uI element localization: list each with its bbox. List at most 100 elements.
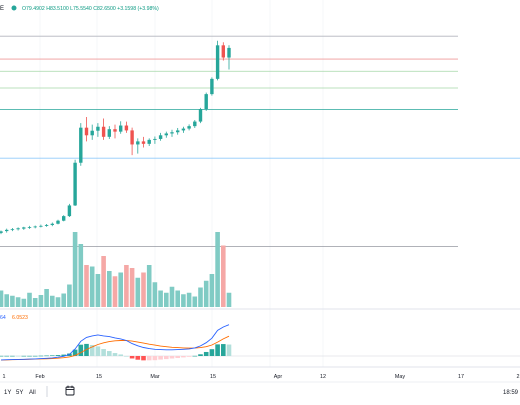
macd-histogram-bar	[226, 344, 232, 356]
volume-bar	[118, 272, 123, 307]
candle	[141, 136, 146, 148]
candle	[147, 138, 151, 146]
volume-bar	[152, 282, 158, 307]
macd-histogram-bar	[221, 344, 226, 356]
candle	[119, 121, 123, 134]
macd-histogram-bar	[44, 355, 49, 357]
volume-bar	[4, 294, 9, 307]
macd-histogram-bar	[89, 344, 95, 356]
candle	[124, 121, 129, 133]
range-button-1y[interactable]: 1Y	[4, 390, 11, 396]
symbol-suffix[interactable]: E	[0, 6, 4, 12]
candle	[22, 226, 26, 230]
candle-body	[204, 94, 208, 110]
macd-histogram-bar	[209, 349, 215, 356]
volume-bar	[21, 298, 27, 307]
macd-histogram-bar	[15, 355, 21, 357]
candle-body	[193, 121, 197, 127]
macd-histogram-bar	[203, 351, 209, 356]
macd-histogram-bar	[107, 351, 112, 356]
volume-bar	[89, 266, 95, 307]
candle	[0, 230, 3, 235]
volume-bar	[112, 276, 118, 307]
candle	[79, 123, 83, 166]
time-axis-label: 15	[96, 374, 102, 380]
candle-body	[176, 130, 180, 133]
candle	[176, 127, 180, 135]
macd-histogram-bar	[186, 356, 192, 357]
volume-bar	[107, 271, 112, 307]
macd-histogram-bar	[21, 355, 27, 357]
candle	[62, 215, 66, 222]
candle	[198, 107, 203, 124]
candle-body	[107, 129, 111, 137]
candle-body	[181, 128, 186, 131]
range-button-all[interactable]: All	[29, 390, 36, 396]
volume-bar	[44, 289, 49, 307]
candle	[73, 159, 77, 207]
candle-body	[101, 126, 106, 137]
candle	[204, 92, 208, 111]
volume-bar	[61, 293, 66, 307]
volume-bar	[124, 265, 129, 307]
range-button-5y[interactable]: 5Y	[16, 390, 23, 396]
volume-bar	[27, 292, 32, 307]
macd-histogram-bar	[175, 356, 180, 359]
macd-histogram-bar	[72, 349, 78, 356]
candle-body	[0, 231, 3, 233]
volume-bar	[141, 272, 146, 307]
candle	[96, 123, 100, 137]
macd-histogram-bar	[95, 346, 101, 356]
candle	[39, 224, 43, 228]
macd-histogram-bar	[50, 355, 55, 356]
candle-body	[141, 141, 146, 144]
macd-histogram-bar	[118, 354, 123, 356]
time-axis-label: 15	[210, 374, 216, 380]
volume-bar	[101, 256, 106, 307]
macd-histogram-bar	[181, 356, 186, 358]
candle-body	[39, 225, 43, 227]
volume-bar	[135, 277, 141, 307]
candle	[27, 225, 32, 229]
candle-body	[22, 227, 26, 229]
candle-body	[56, 220, 60, 224]
candle	[33, 225, 37, 229]
candle	[5, 228, 9, 233]
candle-body	[84, 127, 89, 136]
signal-value: 6.0523	[12, 315, 28, 321]
candle	[136, 138, 140, 154]
macd-histogram-bar	[198, 354, 203, 356]
candle	[215, 40, 220, 81]
volume-bar	[221, 245, 226, 307]
clock-time: 18:59	[503, 390, 519, 396]
price-candles[interactable]	[0, 40, 231, 235]
volume-bar	[67, 284, 72, 307]
macd-histogram-bar	[141, 356, 146, 361]
time-axis-label: 12	[320, 374, 326, 380]
macd-value: 64	[0, 315, 6, 321]
candle	[107, 126, 111, 139]
candle-body	[130, 130, 134, 145]
macd-histogram-bar	[215, 344, 220, 356]
ohlc-readout: O79.4902 H83.5100 L75.5540 C82.6500 +3.1…	[22, 6, 159, 12]
calendar-icon[interactable]	[65, 385, 75, 396]
volume-bar	[215, 232, 220, 307]
volume-bar	[146, 265, 152, 307]
time-axis[interactable]: 1 Feb 15 Mar 15 Apr 12 May 17 2	[3, 374, 520, 380]
macd-histogram-bar	[38, 355, 44, 357]
volume-bar	[192, 296, 198, 307]
candle-body	[119, 125, 123, 132]
volume-bar	[84, 265, 89, 307]
time-axis-label: 2	[517, 374, 520, 380]
macd-histogram-bar	[129, 356, 135, 359]
candle	[227, 45, 231, 70]
candle	[164, 131, 168, 138]
volume-bar	[226, 292, 232, 307]
candle	[170, 129, 174, 137]
candle-body	[215, 45, 220, 79]
candle	[10, 228, 15, 232]
candle-body	[90, 130, 94, 136]
horizontal-levels[interactable]	[0, 35, 520, 248]
